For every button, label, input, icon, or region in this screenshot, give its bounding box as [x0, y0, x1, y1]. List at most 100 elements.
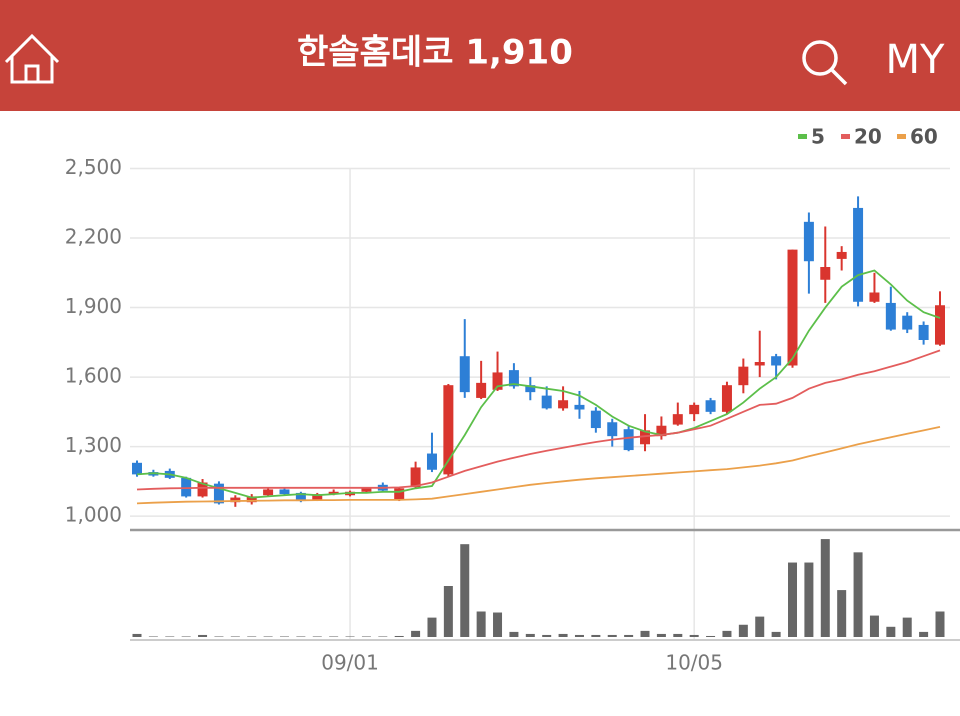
volume-bar: [706, 635, 716, 637]
my-button[interactable]: MY: [886, 37, 946, 83]
legend-swatch: [798, 134, 807, 139]
volume-bar: [230, 636, 240, 637]
legend-label: 20: [854, 125, 882, 149]
volume-bar: [460, 544, 470, 637]
volume-bar: [591, 634, 601, 637]
volume-bar: [493, 612, 503, 637]
candle-body: [689, 404, 700, 415]
candle-body: [230, 497, 241, 503]
y-tick-label: 2,200: [65, 225, 122, 249]
legend-label: 5: [811, 125, 825, 149]
search-icon-handle: [830, 68, 848, 86]
candle-body: [492, 372, 503, 390]
candle-body: [181, 477, 192, 497]
candle-body: [410, 467, 421, 488]
candle-body: [902, 315, 913, 330]
volume-bar: [263, 636, 273, 637]
candle-body: [607, 422, 618, 437]
volume-bar: [198, 634, 208, 637]
candle-body: [279, 489, 290, 495]
volume-bar: [624, 634, 634, 637]
candle-body: [623, 429, 634, 451]
volume-bar: [558, 633, 568, 637]
chart: 1,000 1,300 1,600 1,900 2,200 2,500 09/01 10/05…: [65, 125, 960, 675]
candle-body: [558, 400, 569, 409]
candle-body: [443, 385, 454, 475]
candle-body: [213, 483, 224, 504]
x-tick-label: 10/05: [665, 651, 723, 675]
candle-body: [820, 267, 831, 280]
volume-bar: [443, 586, 453, 637]
candle-body: [935, 305, 945, 345]
candle-body: [459, 356, 470, 393]
candle-body: [508, 370, 519, 387]
volume-bar: [214, 636, 224, 637]
candle-body: [246, 496, 257, 503]
volume-bar: [509, 631, 519, 637]
candle-body: [590, 410, 601, 429]
volume-bar: [771, 631, 781, 637]
candle-body: [869, 292, 880, 302]
header-bar: [0, 0, 960, 111]
volume-bar: [574, 634, 584, 637]
search-button[interactable]: [802, 40, 848, 86]
volume-bar: [804, 562, 814, 637]
volume-bar: [689, 634, 699, 637]
search-icon: [802, 40, 838, 76]
candle-body: [328, 491, 339, 495]
candle-body: [721, 385, 732, 412]
volume-bar: [820, 539, 830, 637]
candle-body: [853, 207, 864, 302]
home-button[interactable]: [4, 33, 60, 84]
legend-label: 60: [910, 125, 938, 149]
candle-body: [574, 404, 585, 410]
volume-bar: [853, 552, 863, 637]
volume-bar: [312, 636, 322, 637]
candle-body: [394, 488, 405, 500]
candle-body: [754, 362, 765, 366]
candle-body: [918, 324, 929, 340]
candle-body: [771, 356, 782, 366]
volume-bar: [919, 631, 929, 637]
volume-bar: [148, 636, 158, 637]
candle-body: [541, 395, 552, 409]
volume-bar: [902, 617, 912, 637]
volume-bar: [476, 611, 486, 637]
candle-body: [312, 494, 323, 500]
candle-body: [836, 251, 847, 259]
volume-bar: [886, 626, 896, 637]
y-tick-label: 1,900: [65, 294, 122, 318]
candle-body: [803, 221, 814, 262]
candle-body: [640, 430, 651, 445]
candle-body: [295, 492, 306, 502]
candle-body: [885, 302, 896, 330]
volume-bar: [411, 630, 421, 637]
volume-bar: [378, 636, 388, 637]
y-tick-label: 2,500: [65, 155, 122, 179]
candle-body: [132, 462, 142, 475]
volume-bar: [788, 562, 798, 637]
legend-swatch: [897, 134, 906, 139]
candle-body: [738, 366, 749, 386]
moving-average-line: [136, 269, 941, 499]
candle-body: [787, 249, 798, 366]
candle-body: [525, 385, 536, 393]
volume-bar: [525, 633, 535, 637]
candle-body: [263, 489, 274, 496]
candle-body: [361, 488, 372, 492]
candle-body: [672, 414, 683, 425]
volume-bar: [656, 633, 666, 637]
volume-bar: [427, 617, 437, 637]
candle-body: [705, 400, 716, 412]
volume-bar: [607, 634, 617, 637]
volume-bar: [329, 636, 339, 637]
volume-bar: [296, 636, 306, 637]
volume-bar: [869, 615, 879, 637]
volume-bar: [394, 635, 404, 637]
volume-bar: [640, 630, 650, 637]
volume-bar: [165, 636, 175, 637]
moving-average-line: [136, 426, 941, 505]
